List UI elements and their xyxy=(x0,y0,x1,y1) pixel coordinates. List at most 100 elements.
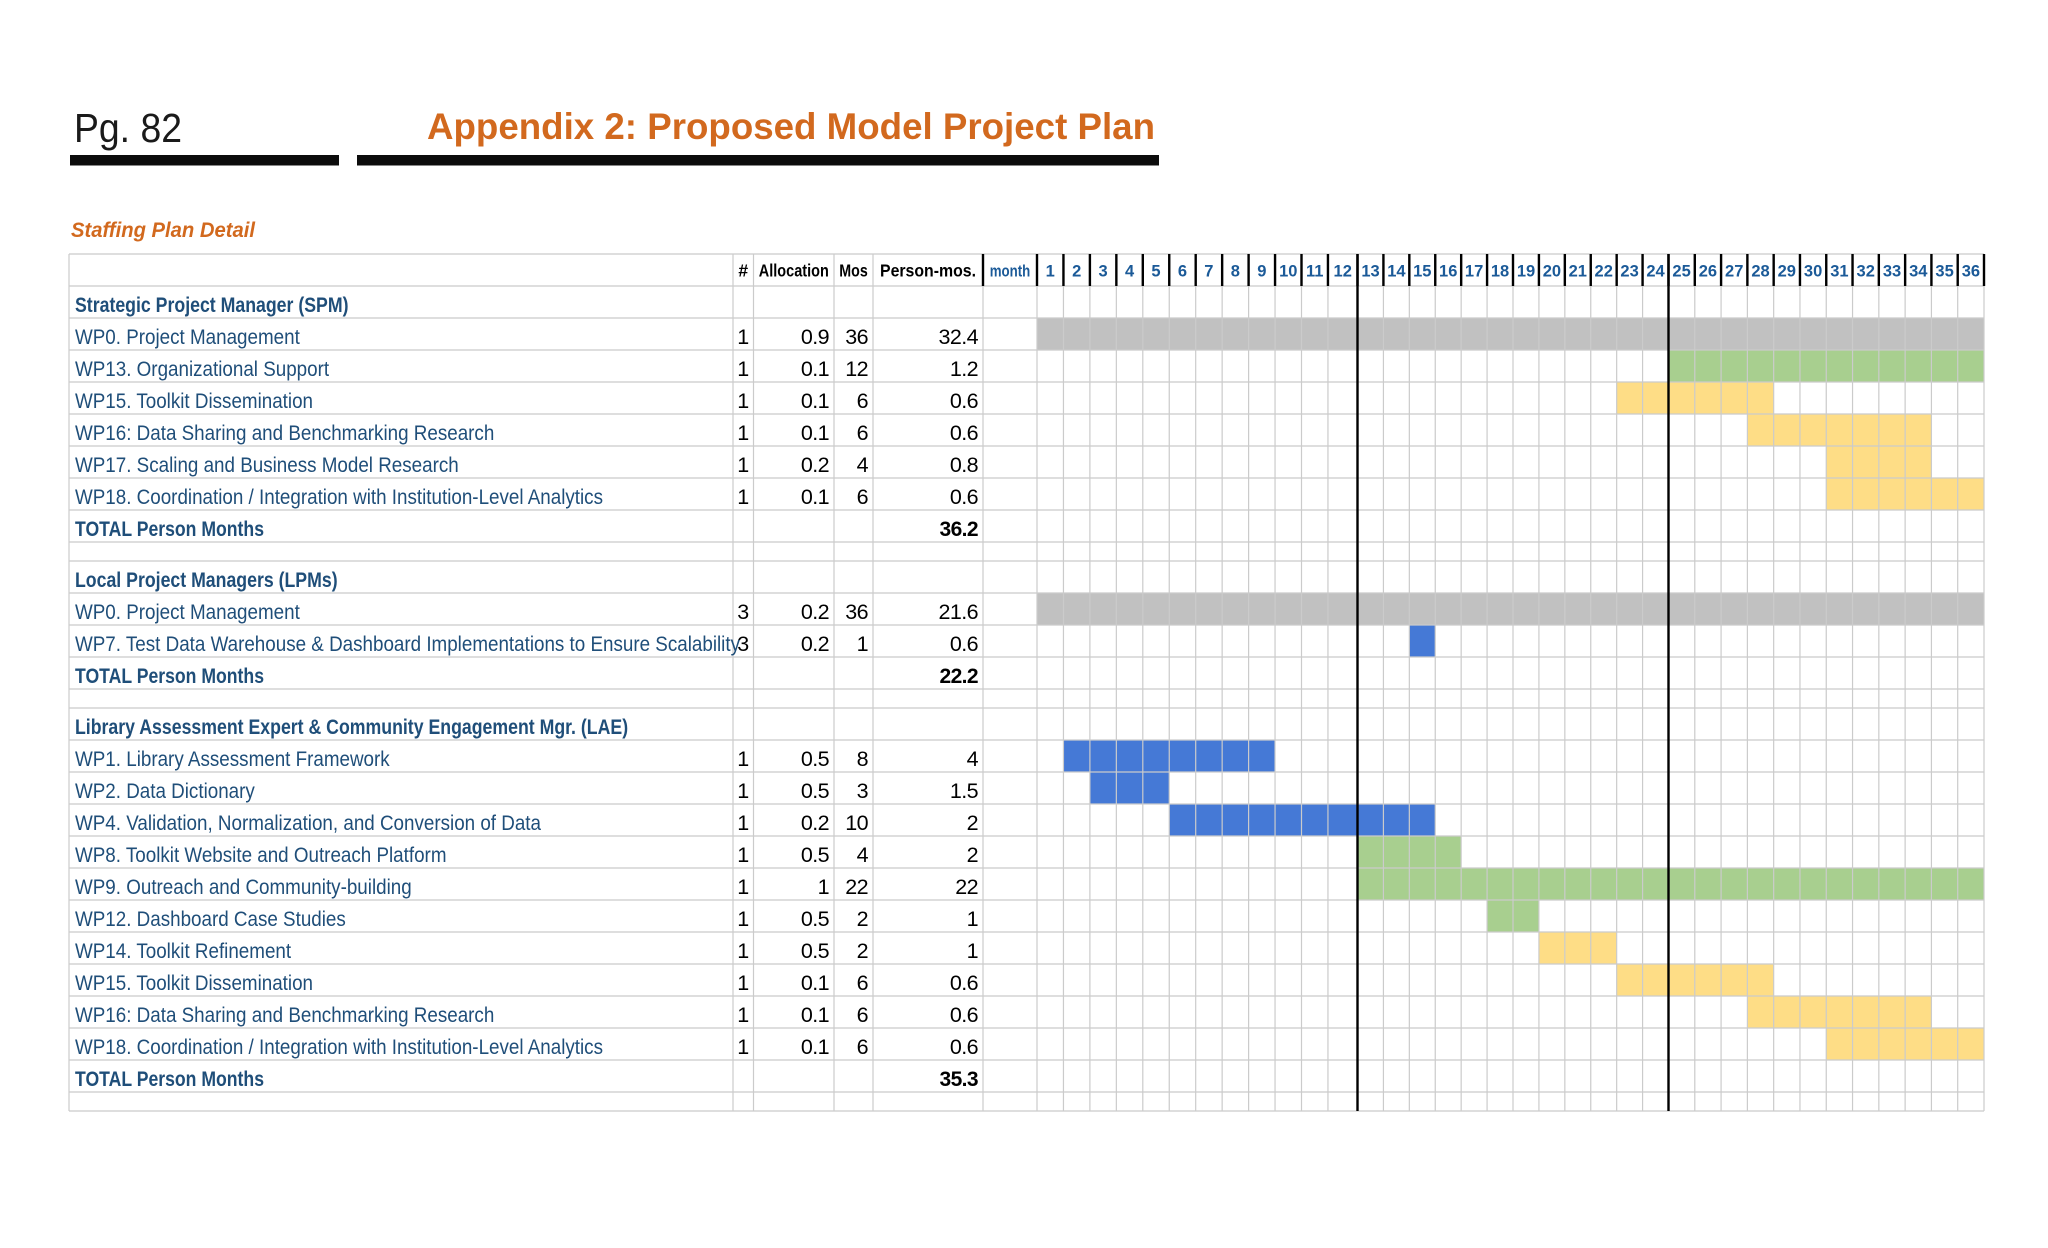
svg-text:0.2: 0.2 xyxy=(801,453,829,477)
svg-text:23: 23 xyxy=(1620,263,1638,281)
svg-text:0.5: 0.5 xyxy=(801,779,830,803)
svg-text:22: 22 xyxy=(845,875,868,899)
svg-text:19: 19 xyxy=(1517,263,1535,281)
svg-text:WP4. Validation, Normalization: WP4. Validation, Normalization, and Conv… xyxy=(75,811,541,835)
svg-text:18: 18 xyxy=(1491,263,1509,281)
svg-text:1: 1 xyxy=(737,875,749,899)
svg-text:WP15. Toolkit Dissemination: WP15. Toolkit Dissemination xyxy=(75,389,313,413)
svg-text:0.6: 0.6 xyxy=(950,971,979,995)
svg-text:4: 4 xyxy=(967,747,979,771)
svg-text:24: 24 xyxy=(1646,263,1665,281)
svg-text:TOTAL Person Months: TOTAL Person Months xyxy=(75,665,264,688)
svg-text:2: 2 xyxy=(857,907,868,931)
svg-text:6: 6 xyxy=(857,1035,869,1059)
svg-text:2: 2 xyxy=(967,843,978,867)
svg-text:1: 1 xyxy=(737,811,749,835)
svg-text:0.2: 0.2 xyxy=(801,632,829,656)
svg-text:WP1. Library Assessment Framew: WP1. Library Assessment Framework xyxy=(75,747,390,771)
svg-text:0.6: 0.6 xyxy=(950,389,979,413)
svg-text:1: 1 xyxy=(818,875,829,899)
svg-text:Library Assessment Expert & Co: Library Assessment Expert & Community En… xyxy=(75,716,628,739)
svg-text:WP17. Scaling and Business Mod: WP17. Scaling and Business Model Researc… xyxy=(75,453,459,477)
svg-text:0.1: 0.1 xyxy=(801,1035,829,1059)
svg-text:WP0. Project Management: WP0. Project Management xyxy=(75,600,300,624)
svg-text:TOTAL Person Months: TOTAL Person Months xyxy=(75,1068,264,1091)
svg-text:2: 2 xyxy=(1072,263,1081,281)
svg-text:27: 27 xyxy=(1725,263,1743,281)
svg-text:25: 25 xyxy=(1672,263,1690,281)
svg-text:0.1: 0.1 xyxy=(801,421,829,445)
svg-text:month: month xyxy=(990,263,1031,281)
svg-text:12: 12 xyxy=(845,357,868,381)
svg-text:1: 1 xyxy=(737,453,749,477)
svg-text:0.5: 0.5 xyxy=(801,907,830,931)
svg-text:1: 1 xyxy=(737,389,749,413)
svg-text:Strategic Project Manager (SPM: Strategic Project Manager (SPM) xyxy=(75,294,349,317)
svg-text:WP8. Toolkit Website and Outre: WP8. Toolkit Website and Outreach Platfo… xyxy=(75,843,447,867)
svg-text:0.2: 0.2 xyxy=(801,600,829,624)
svg-text:2: 2 xyxy=(967,811,978,835)
svg-text:1: 1 xyxy=(737,421,749,445)
svg-text:1.2: 1.2 xyxy=(950,357,978,381)
svg-text:8: 8 xyxy=(1231,263,1240,281)
svg-text:WP13. Organizational Support: WP13. Organizational Support xyxy=(75,357,329,381)
svg-text:22: 22 xyxy=(1595,263,1613,281)
svg-text:32: 32 xyxy=(1857,263,1875,281)
svg-text:1: 1 xyxy=(737,1003,749,1027)
svg-text:28: 28 xyxy=(1751,263,1769,281)
svg-text:2: 2 xyxy=(857,939,868,963)
svg-text:0.1: 0.1 xyxy=(801,357,829,381)
svg-text:3: 3 xyxy=(1099,263,1108,281)
svg-text:WP18. Coordination / Integrati: WP18. Coordination / Integration with In… xyxy=(75,485,603,509)
svg-text:0.8: 0.8 xyxy=(950,453,979,477)
svg-text:0.5: 0.5 xyxy=(801,939,830,963)
svg-text:33: 33 xyxy=(1883,263,1901,281)
svg-text:31: 31 xyxy=(1830,263,1848,281)
svg-text:0.6: 0.6 xyxy=(950,421,979,445)
svg-text:#: # xyxy=(738,261,748,281)
svg-text:0.1: 0.1 xyxy=(801,485,829,509)
svg-text:32.4: 32.4 xyxy=(939,325,979,349)
svg-text:1: 1 xyxy=(737,325,749,349)
svg-text:Staffing Plan Detail: Staffing Plan Detail xyxy=(71,219,256,242)
svg-text:5: 5 xyxy=(1151,263,1160,281)
svg-text:3: 3 xyxy=(737,632,749,656)
svg-text:WP16: Data Sharing and Benchma: WP16: Data Sharing and Benchmarking Rese… xyxy=(75,1003,494,1027)
svg-text:6: 6 xyxy=(857,485,869,509)
svg-text:1: 1 xyxy=(737,779,749,803)
svg-text:29: 29 xyxy=(1778,263,1796,281)
svg-text:6: 6 xyxy=(857,389,869,413)
svg-text:1: 1 xyxy=(857,632,868,656)
svg-text:26: 26 xyxy=(1699,263,1717,281)
svg-text:20: 20 xyxy=(1543,263,1561,281)
svg-text:1: 1 xyxy=(967,907,978,931)
svg-text:0.5: 0.5 xyxy=(801,843,830,867)
svg-text:36.2: 36.2 xyxy=(940,518,978,541)
svg-text:1: 1 xyxy=(967,939,978,963)
svg-text:TOTAL Person Months: TOTAL Person Months xyxy=(75,518,264,541)
svg-text:Person-mos.: Person-mos. xyxy=(880,261,976,281)
svg-text:WP2. Data Dictionary: WP2. Data Dictionary xyxy=(75,779,255,803)
svg-text:16: 16 xyxy=(1439,263,1457,281)
svg-text:0.6: 0.6 xyxy=(950,632,979,656)
svg-text:1: 1 xyxy=(737,747,749,771)
svg-text:0.6: 0.6 xyxy=(950,485,979,509)
svg-text:1: 1 xyxy=(737,843,749,867)
svg-text:1: 1 xyxy=(737,939,749,963)
svg-text:36: 36 xyxy=(845,600,868,624)
svg-text:12: 12 xyxy=(1334,263,1352,281)
svg-text:Mos: Mos xyxy=(839,261,868,281)
svg-text:11: 11 xyxy=(1306,263,1323,281)
svg-text:Local Project Managers (LPMs): Local Project Managers (LPMs) xyxy=(75,569,338,592)
svg-text:Pg. 82: Pg. 82 xyxy=(74,105,182,151)
svg-text:WP15. Toolkit Dissemination: WP15. Toolkit Dissemination xyxy=(75,971,313,995)
svg-text:4: 4 xyxy=(857,453,869,477)
svg-text:1: 1 xyxy=(737,357,749,381)
svg-text:34: 34 xyxy=(1909,263,1928,281)
svg-text:9: 9 xyxy=(1257,263,1266,281)
svg-text:35: 35 xyxy=(1935,263,1953,281)
svg-text:6: 6 xyxy=(857,971,869,995)
svg-text:21: 21 xyxy=(1569,263,1587,281)
svg-text:36: 36 xyxy=(1962,263,1980,281)
svg-text:3: 3 xyxy=(737,600,749,624)
